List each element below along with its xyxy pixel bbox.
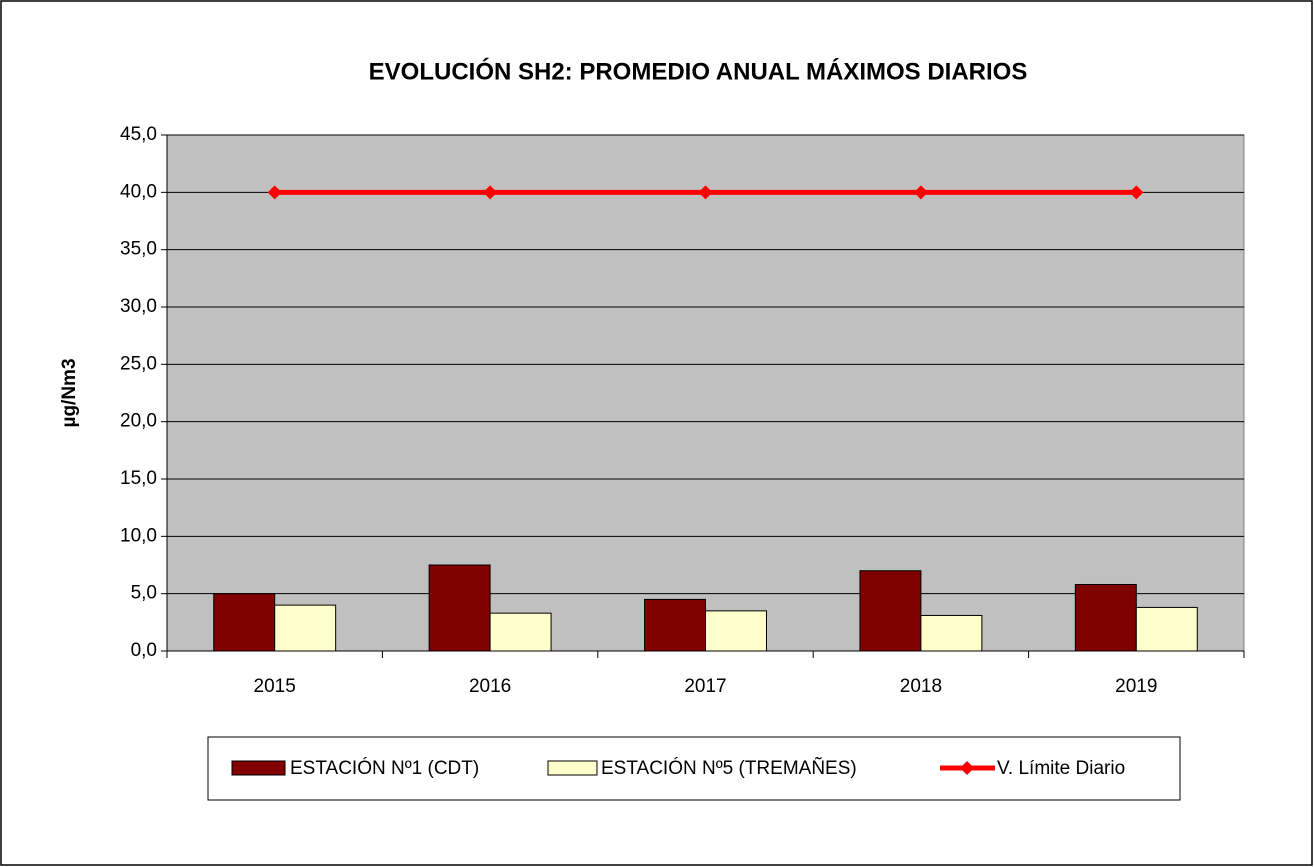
x-tick-label: 2018 — [900, 676, 942, 697]
bar — [644, 598, 707, 652]
bar — [1135, 606, 1198, 652]
bar — [428, 564, 491, 652]
x-tick-label: 2019 — [1115, 676, 1157, 697]
bar — [705, 610, 767, 652]
y-tick-label: 10,0 — [120, 525, 157, 546]
x-tick-label: 2016 — [469, 676, 511, 697]
y-tick-label: 25,0 — [120, 353, 157, 374]
legend — [207, 736, 1181, 801]
legend-swatch — [231, 760, 286, 776]
legend-label: ESTACIÓN Nº1 (CDT) — [290, 757, 479, 779]
y-tick-label: 45,0 — [120, 124, 157, 145]
line-marker — [1129, 185, 1144, 200]
bar — [920, 614, 983, 652]
y-tick-label: 5,0 — [131, 583, 157, 604]
y-axis-label: µg/Nm3 — [59, 358, 80, 427]
chart-title: EVOLUCIÓN SH2: PROMEDIO ANUAL MÁXIMOS DI… — [369, 57, 1028, 85]
y-tick-label: 0,0 — [131, 640, 157, 661]
y-tick-label: 30,0 — [120, 296, 157, 317]
bar — [859, 570, 922, 652]
line-marker — [698, 185, 713, 200]
y-tick-label: 40,0 — [120, 181, 157, 202]
legend-swatch — [960, 761, 974, 775]
line-marker — [267, 185, 282, 200]
y-tick-label: 35,0 — [120, 239, 157, 260]
legend-swatch — [547, 760, 598, 776]
line-marker — [483, 185, 498, 200]
bar — [274, 604, 337, 652]
y-tick-label: 15,0 — [120, 468, 157, 489]
plot-area — [166, 134, 1245, 652]
bar — [1074, 583, 1137, 652]
legend-label: ESTACIÓN Nº5 (TREMAÑES) — [601, 757, 857, 779]
legend-label: V. Límite Diario — [997, 758, 1125, 779]
y-tick-label: 20,0 — [120, 411, 157, 432]
bar — [213, 593, 276, 652]
x-tick-label: 2017 — [684, 676, 726, 697]
line-marker — [913, 185, 928, 200]
bar — [489, 612, 552, 652]
x-tick-label: 2015 — [254, 676, 296, 697]
